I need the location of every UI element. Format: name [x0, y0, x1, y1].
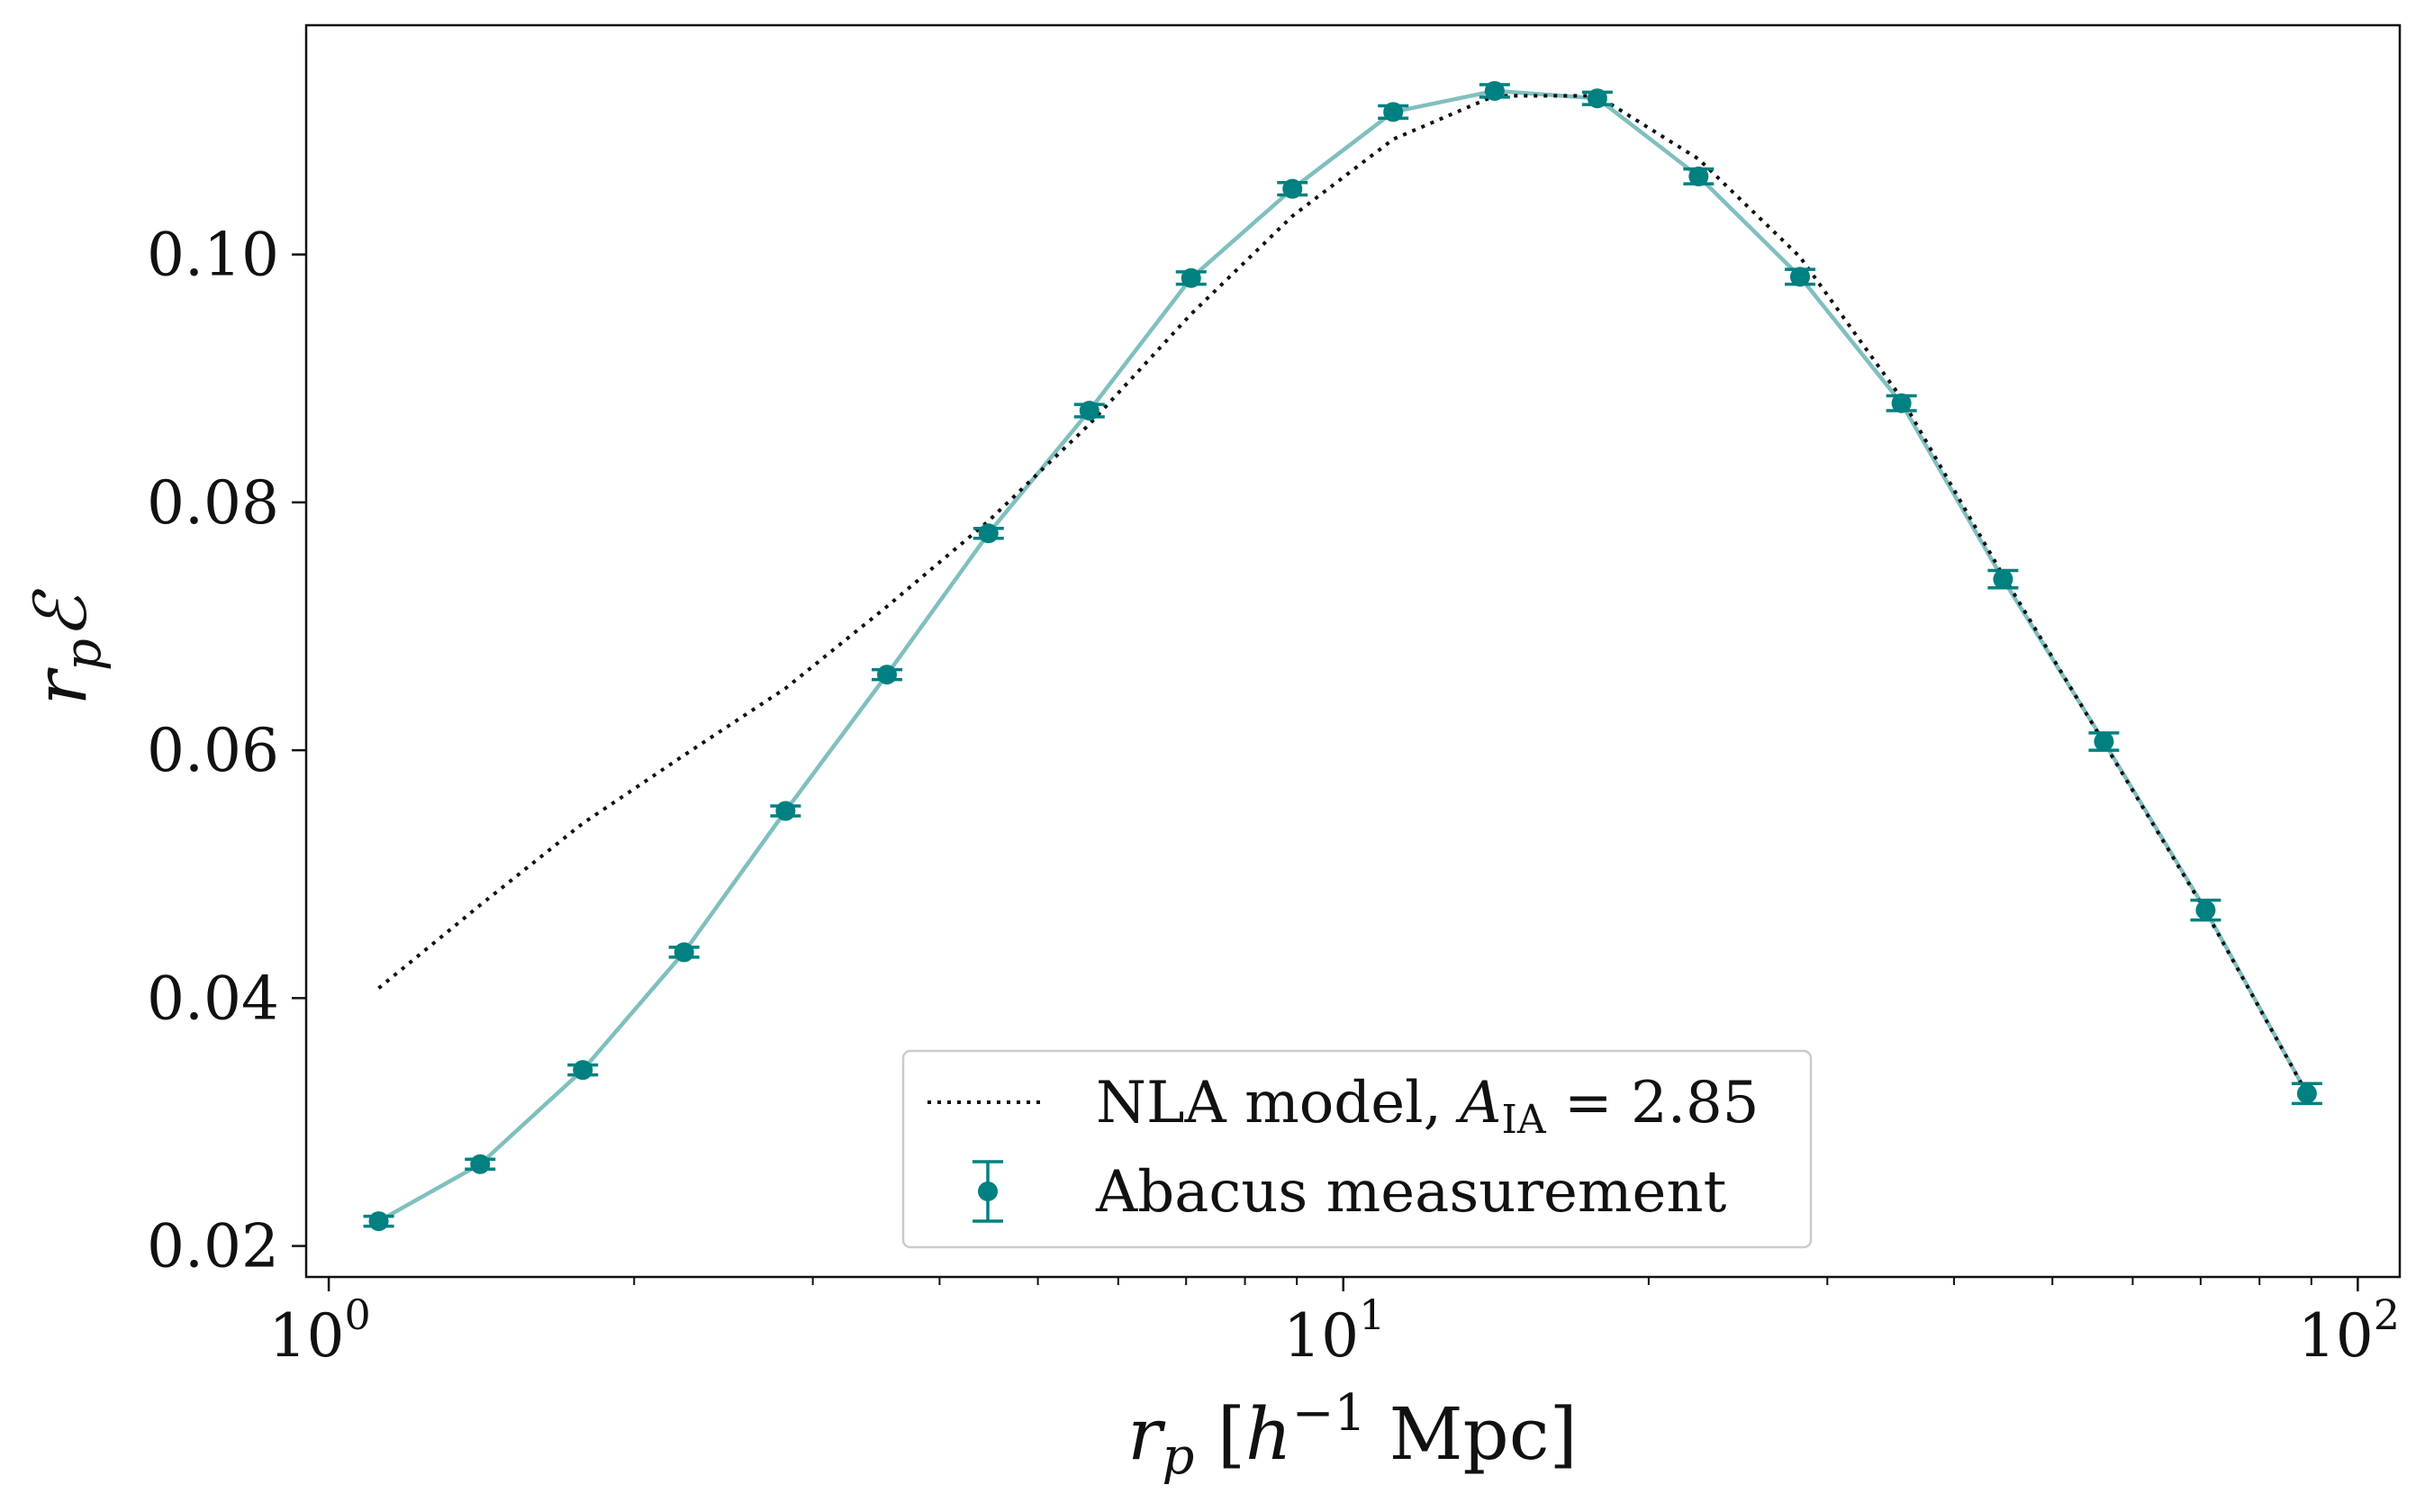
x-label-bracket-close: ]: [1550, 1392, 1578, 1476]
x-tick-exponent: 1: [1359, 1290, 1385, 1339]
x-tick-exponent: 0: [344, 1290, 370, 1339]
legend-model-label: NLA model, AIA = 2.85: [1096, 1070, 1759, 1143]
x-label-unit-exp: −1: [1292, 1384, 1367, 1443]
data-point: [978, 523, 999, 544]
data-point: [1891, 393, 1912, 413]
legend-measurement-label: Abacus measurement: [1095, 1159, 1727, 1226]
y-tick-label: 0.08: [147, 468, 279, 538]
x-tick-base: 10: [268, 1301, 344, 1371]
data-point: [1282, 178, 1303, 199]
data-point: [1079, 401, 1099, 421]
data-point: [775, 801, 796, 821]
x-axis-label: rp [h−1 Mpc]: [1127, 1384, 1577, 1486]
data-point: [1383, 102, 1404, 122]
data-point: [1789, 267, 1810, 287]
legend-marker: [978, 1182, 998, 1201]
y-label-var: r: [19, 666, 103, 705]
data-point: [1181, 267, 1201, 288]
y-tick-label: 0.06: [147, 716, 279, 785]
data-point: [470, 1154, 491, 1174]
data-point: [368, 1211, 389, 1232]
y-label-sub: p: [54, 638, 113, 671]
data-point: [2195, 900, 2216, 920]
y-tick-label: 0.02: [147, 1212, 279, 1281]
x-tick-base: 10: [1283, 1301, 1359, 1371]
x-tick-label: 100: [268, 1290, 370, 1371]
data-point: [877, 665, 898, 685]
y-tick-label: 0.10: [147, 221, 279, 290]
data-point: [1587, 88, 1607, 109]
x-label-sub: p: [1163, 1427, 1195, 1486]
legend-model-text-before: NLA model,: [1096, 1070, 1460, 1136]
x-label-bracket-open: [: [1217, 1392, 1245, 1476]
x-label-unit-var: h: [1245, 1392, 1292, 1476]
x-axis-ticks: 100 101 102: [268, 1277, 2400, 1371]
x-tick-exponent: 2: [2374, 1290, 2400, 1339]
data-point: [1993, 569, 2013, 590]
measurement-line: [377, 88, 2309, 1224]
y-axis-ticks: 0.02 0.04 0.06 0.08 0.10: [147, 221, 306, 1281]
x-tick-label: 102: [2298, 1290, 2400, 1371]
data-point: [1484, 80, 1505, 101]
legend-box: [901, 1049, 1813, 1249]
x-label-spacer: [1194, 1392, 1217, 1476]
legend-model-sub: IA: [1502, 1097, 1547, 1143]
legend-model-var: A: [1455, 1070, 1501, 1136]
x-label-unit: Mpc: [1389, 1392, 1550, 1476]
plot-content: [363, 80, 2322, 1232]
x-tick-label: 101: [1283, 1290, 1385, 1371]
legend-measurement-swatch: [973, 1160, 1003, 1223]
x-label-gap: [1366, 1392, 1389, 1476]
y-label-symbol: ℰ: [19, 588, 103, 638]
data-point: [674, 942, 694, 963]
data-point: [2296, 1083, 2317, 1104]
legend: NLA model, AIA = 2.85 Abacus measurement: [901, 1049, 1813, 1249]
legend-model-text-after: = 2.85: [1546, 1070, 1760, 1136]
y-axis-label: rpℰ: [19, 588, 113, 705]
y-tick-label: 0.04: [147, 964, 279, 1033]
data-point: [573, 1060, 593, 1081]
x-label-var: r: [1127, 1392, 1166, 1476]
x-tick-base: 10: [2298, 1301, 2374, 1371]
plot-frame: [304, 23, 2402, 1279]
data-point: [1688, 166, 1709, 186]
data-point: [2094, 731, 2114, 752]
